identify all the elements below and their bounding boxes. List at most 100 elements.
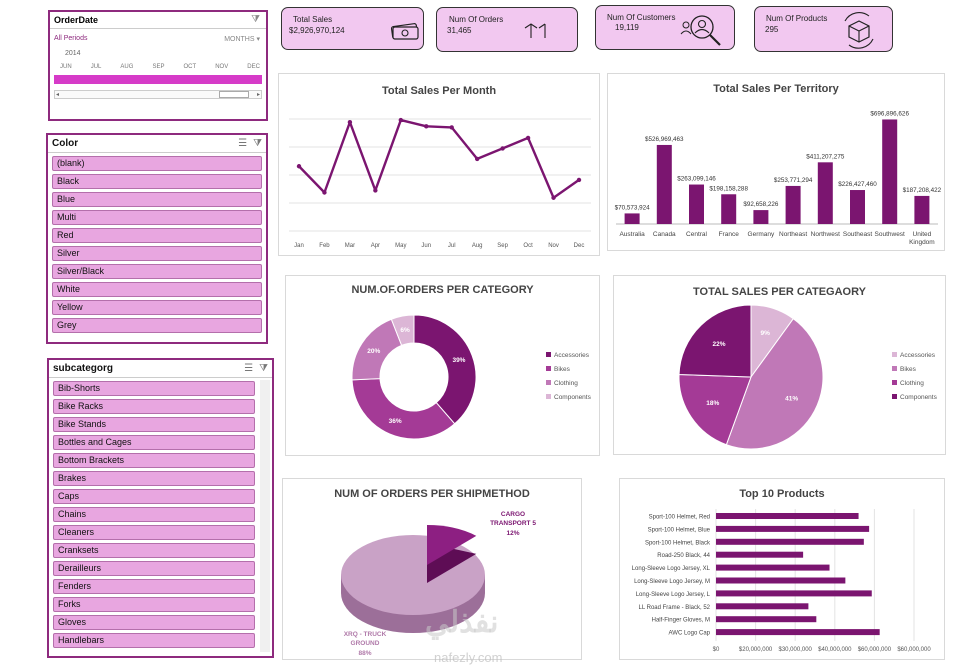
month-label[interactable]: SEP	[152, 64, 165, 70]
kpi-num-customers-label: Num Of Customers	[607, 13, 676, 22]
kpi-num-customers: Num Of Customers 19,119	[595, 5, 735, 50]
year-label: 2014	[65, 50, 81, 57]
multi-select-icon[interactable]: ☰	[238, 138, 248, 149]
line-point-jul	[449, 125, 454, 130]
subcategory-slicer[interactable]: subcategorg ☰ ⧩ Bib-Shorts Bike Racks Bike …	[47, 358, 274, 658]
slicer-item-blue[interactable]: Blue	[52, 192, 262, 207]
product-tick-label: LL Road Frame - Black, 52	[639, 605, 711, 611]
sales-per-category-chart: TOTAL SALES PER CATEGAORY 9% 41% 18% 22% Acc…	[613, 275, 946, 455]
pie-plot-area: 9% 41% 18% 22% Accessories Bikes Clothing Compo…	[678, 304, 938, 450]
shipmethod-label: GROUND	[351, 640, 380, 647]
territory-bar-northwest	[817, 162, 833, 224]
color-item-list: (blank) Black Blue Multi Red Silver Silver/Bla…	[48, 156, 266, 333]
month-label[interactable]: NOV	[215, 64, 229, 70]
month-label[interactable]: AUG	[120, 64, 134, 70]
timeline-scroll-thumb[interactable]	[219, 91, 249, 98]
slicer-item-cranksets[interactable]: Cranksets	[53, 543, 255, 558]
line-point-jan	[296, 164, 302, 169]
slicer-item-fenders[interactable]: Fenders	[53, 579, 255, 594]
territory-bar-northeast	[785, 185, 801, 224]
time-level-select[interactable]: MONTHS ▾	[224, 35, 260, 43]
slicer-item-black[interactable]: Black	[52, 174, 262, 189]
legend-swatch	[546, 352, 551, 357]
arrows-icon	[524, 23, 546, 38]
slicer-item-caps[interactable]: Caps	[53, 489, 255, 504]
product-tick-label: Long-Sleeve Logo Jersey, L	[636, 592, 711, 598]
month-label[interactable]: OCT	[183, 64, 197, 70]
territory-bar-central	[689, 184, 704, 224]
pie-slice-bikes	[725, 318, 824, 450]
sales-line-series	[298, 118, 580, 199]
month-label[interactable]: JUL	[90, 64, 102, 70]
slicer-item-cleaners[interactable]: Cleaners	[53, 525, 255, 540]
timeline-selection-bar[interactable]	[54, 74, 262, 84]
slicer-item-forks[interactable]: Forks	[53, 597, 255, 612]
chevron-down-icon: ▾	[256, 36, 260, 43]
slicer-item-brakes[interactable]: Brakes	[53, 471, 255, 486]
slicer-item-bike-stands[interactable]: Bike Stands	[53, 417, 255, 432]
sales-per-month-title: Total Sales Per Month	[381, 85, 497, 97]
money-icon	[390, 23, 419, 40]
month-label[interactable]: DEC	[247, 64, 260, 70]
territory-bar-germany	[753, 210, 769, 224]
slicer-item-bottles-and-cages[interactable]: Bottles and Cages	[53, 435, 255, 450]
territory-bar-france	[721, 194, 737, 224]
territory-tick-label: Northeast	[779, 231, 807, 238]
scroll-right-icon[interactable]: ▸	[256, 92, 260, 98]
clear-filter-icon[interactable]: ⧩	[253, 138, 262, 149]
donut-data-label: 39%	[452, 357, 465, 364]
slicer-item-yellow[interactable]: Yellow	[52, 300, 262, 315]
slicer-item-chains[interactable]: Chains	[53, 507, 255, 522]
sales-per-category-title: TOTAL SALES PER CATEGAORY	[693, 286, 866, 298]
clear-filter-icon[interactable]: ⧩	[251, 14, 260, 25]
legend-label: Clothing	[900, 380, 924, 387]
product-bar	[716, 616, 817, 623]
slicer-item-grey[interactable]: Grey	[52, 318, 262, 333]
month-tick-label: Jun	[421, 243, 431, 249]
product-tick-label: Long-Sleeve Logo Jersey, XL	[632, 566, 711, 572]
subcategory-slicer-header: subcategorg ☰ ⧩	[49, 360, 272, 377]
month-tick-label: Aug	[472, 243, 483, 249]
slicer-item-red[interactable]: Red	[52, 228, 262, 243]
x-tick-label: $0	[713, 647, 720, 653]
divider	[49, 377, 272, 378]
kpi-num-orders-label: Num Of Orders	[449, 15, 504, 24]
clear-filter-icon[interactable]: ⧩	[259, 363, 268, 374]
color-slicer[interactable]: Color ☰ ⧩ (blank) Black Blue Multi Red Silver S…	[46, 133, 268, 344]
slicer-item-gloves[interactable]: Gloves	[53, 615, 255, 630]
slicer-item-multi[interactable]: Multi	[52, 210, 262, 225]
line-point-dec	[576, 177, 582, 183]
slicer-item-white[interactable]: White	[52, 282, 262, 297]
territory-tick-label: Canada	[653, 231, 676, 238]
slicer-item-silver[interactable]: Silver	[52, 246, 262, 261]
slicer-item-silver-black[interactable]: Silver/Black	[52, 264, 262, 279]
slicer-item-handlebars[interactable]: Handlebars	[53, 633, 255, 648]
slicer-item-bib-shorts[interactable]: Bib-Shorts	[53, 381, 255, 396]
divider	[48, 152, 266, 153]
donut-slice-bikes	[351, 378, 456, 440]
sales-per-territory-title: Total Sales Per Territory	[713, 83, 839, 95]
month-label[interactable]: JUN	[60, 64, 72, 70]
orderdate-slicer[interactable]: OrderDate ⧩ All Periods MONTHS ▾ 2014 JU…	[48, 10, 268, 121]
month-tick-label: Sep	[497, 243, 508, 249]
slicer-item-bike-racks[interactable]: Bike Racks	[53, 399, 255, 414]
all-periods-label: All Periods	[54, 35, 88, 42]
scroll-left-icon[interactable]: ◂	[56, 92, 60, 98]
product-tick-label: Sport-100 Helmet, Black	[645, 540, 711, 546]
line-point-sep	[500, 146, 505, 151]
line-point-mar	[347, 119, 353, 125]
territory-data-label: $92,658,226	[743, 201, 779, 208]
territory-tick-label: Southwest	[875, 231, 906, 238]
subcategory-scrollbar[interactable]	[260, 380, 270, 652]
month-labels: JUN JUL AUG SEP OCT NOV DEC	[60, 64, 260, 70]
slicer-item-derailleurs[interactable]: Derailleurs	[53, 561, 255, 576]
donut-plot-area: 39% 36% 20% 6% Accessories Bikes Clothing Compo…	[351, 314, 592, 440]
pie-data-label: 18%	[706, 400, 719, 407]
top-products-title: Top 10 Products	[739, 488, 825, 500]
slicer-item-blank[interactable]: (blank)	[52, 156, 262, 171]
multi-select-icon[interactable]: ☰	[244, 363, 254, 374]
pie-slice-components	[678, 304, 752, 378]
slicer-item-bottom-brackets[interactable]: Bottom Brackets	[53, 453, 255, 468]
product-bar	[716, 538, 864, 545]
timeline-scrollbar[interactable]: ◂ ▸	[54, 90, 262, 99]
